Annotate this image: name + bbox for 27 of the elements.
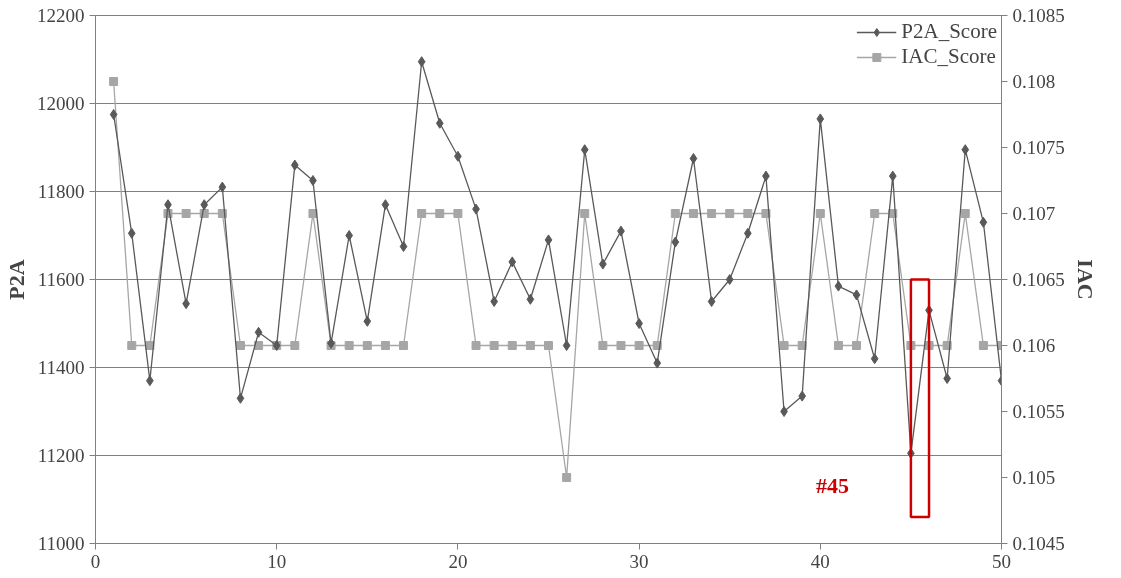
y-axis-title: P2A: [4, 259, 29, 300]
y2-tick-label: 0.107: [1012, 203, 1056, 224]
x-tick-label: 20: [448, 550, 468, 572]
y2-tick-label: 0.106: [1012, 335, 1056, 356]
annotation: #45: [815, 473, 849, 499]
x-tick-label: 40: [810, 550, 830, 572]
y2-axis-title: IAC: [1072, 259, 1098, 300]
y2-tick-label: 0.1085: [1012, 5, 1065, 26]
x-tick-label: 10: [267, 550, 287, 572]
y2-tick-label: 0.1075: [1012, 137, 1065, 158]
legend-label: IAC_Score: [901, 44, 996, 69]
y-tick-label: 11000: [37, 533, 85, 554]
y-tick-label: 11400: [37, 357, 85, 378]
y2-tick-label: 0.105: [1012, 467, 1056, 488]
y-tick-label: 11800: [37, 181, 85, 202]
y2-tick-label: 0.1055: [1012, 401, 1065, 422]
y-tick-label: 12200: [37, 5, 85, 26]
y-tick-label: 11200: [37, 445, 85, 466]
legend-label: P2A_Score: [901, 19, 997, 44]
y2-tick-label: 0.108: [1012, 71, 1056, 92]
x-tick-label: 50: [992, 550, 1011, 572]
y2-tick-label: 0.1045: [1012, 533, 1065, 554]
y-tick-label: 12000: [37, 93, 85, 114]
y-tick-label: 11600: [37, 269, 85, 290]
y2-tick-label: 0.1065: [1012, 269, 1065, 290]
x-tick-label: 30: [629, 550, 649, 572]
x-tick-label: 0: [90, 550, 101, 572]
